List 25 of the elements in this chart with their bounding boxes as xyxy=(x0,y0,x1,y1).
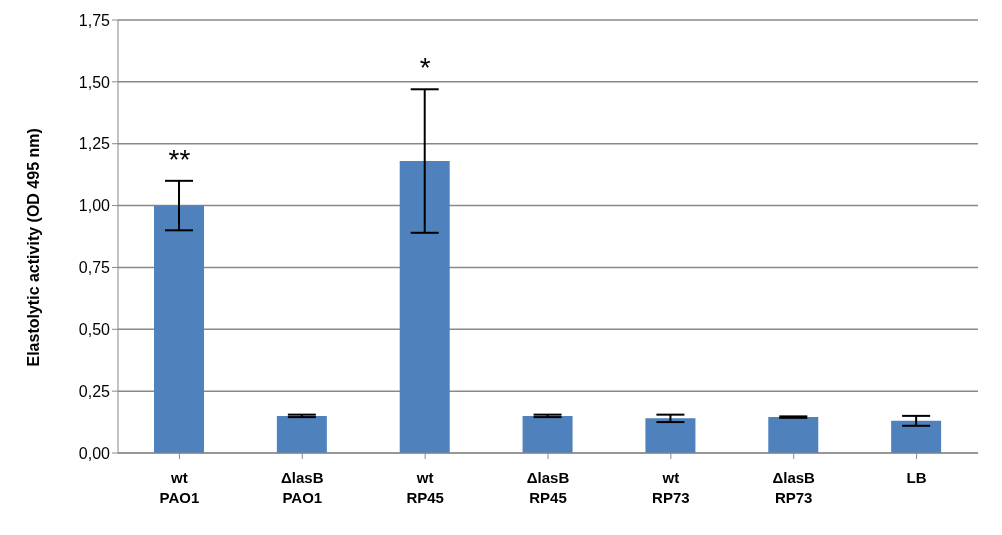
bar xyxy=(522,415,573,453)
y-axis-title: Elastolytic activity (OD 495 nm) xyxy=(24,128,42,367)
y-tick-label: 1,75 xyxy=(78,11,111,29)
bar xyxy=(645,418,696,453)
y-tick-label: 0,75 xyxy=(78,259,111,277)
bar xyxy=(891,420,942,453)
bar xyxy=(768,417,819,453)
x-tick-label: ΔlasB PAO1 xyxy=(281,469,324,506)
annotation: ** xyxy=(168,143,191,175)
y-tick-label: 0,25 xyxy=(78,382,111,400)
bar xyxy=(154,205,204,453)
bar xyxy=(399,161,450,453)
x-tick-label: ΔlasB RP45 xyxy=(526,469,570,506)
x-tick-label: wt RP73 xyxy=(652,469,690,506)
annotation: * xyxy=(419,52,431,84)
y-tick-label: 0,00 xyxy=(78,444,111,462)
x-tick-label: wt RP45 xyxy=(406,469,444,506)
x-tick-label: wt PAO1 xyxy=(159,469,200,506)
bar xyxy=(276,415,327,453)
x-tick-label: ΔlasB RP73 xyxy=(772,469,816,506)
x-tick-label: LB xyxy=(906,469,927,486)
y-tick-label: 1,50 xyxy=(78,73,111,91)
y-tick-label: 1,25 xyxy=(78,135,111,153)
y-tick-label: 0,50 xyxy=(78,320,111,338)
y-tick-label: 1,00 xyxy=(78,197,111,215)
